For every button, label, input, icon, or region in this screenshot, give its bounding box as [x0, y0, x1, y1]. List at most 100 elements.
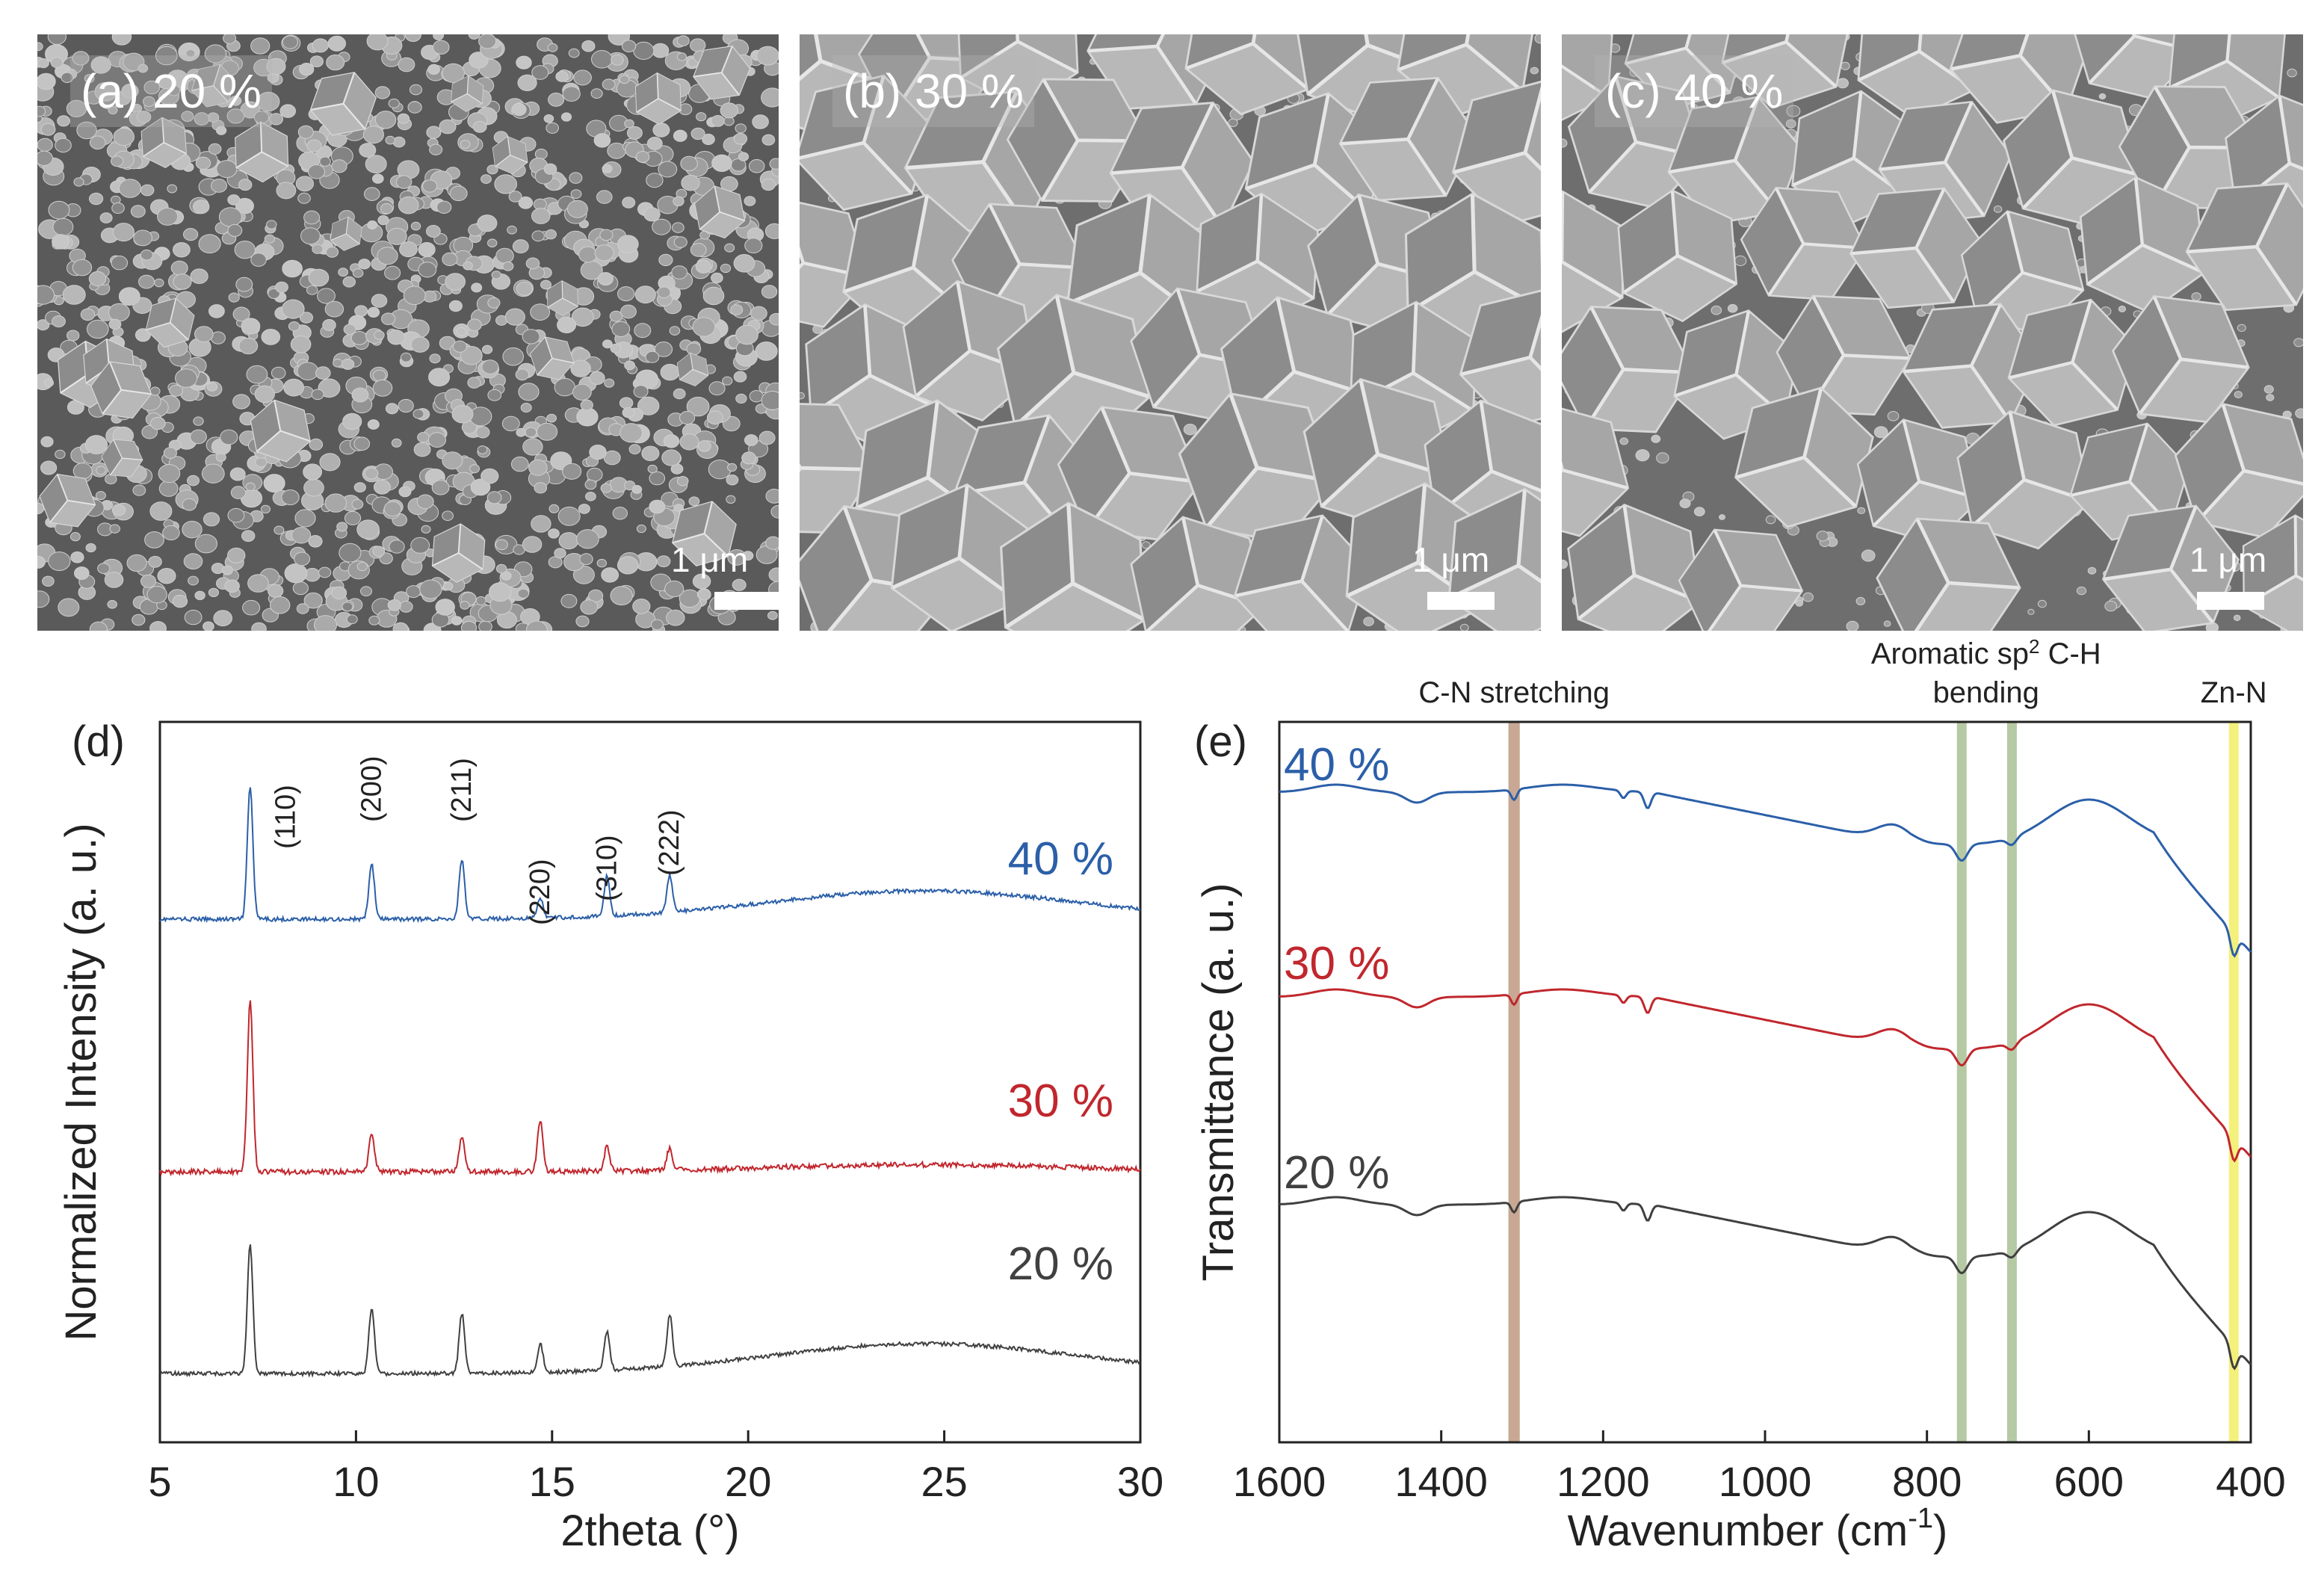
crystal	[1876, 517, 2021, 631]
ftir-x-tick-label: 600	[2054, 1458, 2124, 1505]
crystal	[101, 439, 143, 478]
crystal	[902, 279, 1038, 421]
xrd-series-label: 30 %	[1008, 1075, 1113, 1127]
crystal	[90, 361, 152, 419]
crystal	[1734, 386, 1874, 528]
ftir-annotation: Zn-N	[2201, 676, 2267, 709]
ftir-panel-label: (e)	[1194, 717, 1247, 766]
ftir-x-tick-label: 800	[1892, 1458, 1962, 1505]
crystal	[1956, 410, 2092, 550]
xrd-peak-label: (200)	[356, 756, 387, 822]
ftir-series-line	[1279, 1196, 2252, 1371]
ftir-x-tick-label: 1600	[1233, 1458, 1326, 1505]
xrd-peak-label: (211)	[446, 758, 478, 822]
sem-label-a: (a) 20 %	[70, 55, 272, 127]
crystal	[1447, 487, 1541, 631]
crystal	[1130, 516, 1266, 631]
crystal	[2112, 295, 2250, 424]
sem-label-b: (b) 30 %	[832, 55, 1034, 127]
ftir-series-line	[1279, 988, 2252, 1163]
crystal	[39, 473, 96, 528]
xrd-peak-label: (220)	[525, 859, 556, 925]
crystal	[694, 185, 746, 239]
scale-bar-b	[1427, 592, 1495, 610]
ftir-x-tick-label: 400	[2216, 1458, 2285, 1505]
xrd-x-tick-label: 5	[148, 1458, 171, 1505]
crystal	[1617, 189, 1738, 323]
sem-micrograph-a	[37, 34, 779, 631]
sem-label-c: (c) 40 %	[1595, 55, 1794, 127]
xrd-series-line	[159, 787, 1141, 924]
ftir-x-tick-label: 1200	[1557, 1458, 1650, 1505]
xrd-x-tick-label: 20	[725, 1458, 771, 1505]
ftir-series-label: 40 %	[1284, 739, 1389, 791]
ftir-annotation-end: C-H	[2039, 637, 2101, 670]
crystal	[1567, 503, 1702, 631]
ftir-band	[1956, 722, 1967, 1442]
xrd-series-label: 20 %	[1008, 1238, 1113, 1290]
ftir-band	[1508, 722, 1520, 1442]
crystal	[1057, 406, 1202, 541]
crystal	[1678, 528, 1804, 631]
crystal	[1849, 187, 1983, 309]
crystal	[451, 75, 484, 112]
crystal	[145, 297, 195, 348]
crystal	[634, 72, 682, 125]
crystal	[693, 45, 751, 100]
crystal	[676, 352, 709, 386]
ftir-x-axis-end: )	[1933, 1507, 1947, 1555]
xrd-peak-label: (222)	[654, 809, 685, 876]
ftir-x-tick-label: 1000	[1719, 1458, 1812, 1505]
crystal	[1000, 501, 1146, 631]
sem-micrograph-b	[800, 34, 1541, 631]
ftir-axes-frame	[1278, 720, 2252, 1444]
ftir-series-label: 30 %	[1284, 938, 1389, 989]
crystal	[1302, 377, 1453, 531]
xrd-x-tick-label: 30	[1117, 1458, 1163, 1505]
crystal	[672, 501, 737, 566]
crystal	[431, 523, 486, 583]
crystal	[191, 64, 236, 108]
sem-image-20: (a) 20 % 1 μm	[37, 34, 779, 631]
scale-text-c: 1 μm	[2189, 540, 2267, 579]
xrd-series-label: 40 %	[1008, 833, 1113, 885]
crystal	[250, 399, 311, 463]
sem-micrograph-c	[1562, 34, 2303, 631]
crystal	[1451, 80, 1541, 226]
xrd-panel-label: (d)	[72, 717, 125, 766]
crystal	[1233, 514, 1370, 631]
crystal	[529, 336, 575, 380]
crystal	[800, 403, 876, 534]
xrd-x-tick-label: 15	[529, 1458, 575, 1505]
ftir-annotation-sup: 2	[2029, 635, 2039, 658]
ftir-series-line	[1279, 783, 2252, 958]
crystal	[140, 117, 187, 168]
crystal	[235, 121, 289, 183]
ftir-annotation: bending	[1933, 676, 2039, 709]
crystal	[492, 135, 528, 175]
crystal	[2185, 182, 2303, 312]
scale-text-a: 1 μm	[671, 540, 749, 579]
xrd-x-tick-label: 10	[333, 1458, 379, 1505]
crystal	[1721, 34, 1849, 109]
ftir-x-tick-label: 1400	[1394, 1458, 1488, 1505]
ftir-annotation: C-N stretching	[1418, 676, 1610, 709]
xrd-peak-label: (310)	[591, 835, 622, 901]
ftir-annotation: Aromatic sp2 C-H	[1871, 635, 2101, 670]
crystal	[1338, 77, 1477, 202]
sem-image-30: (b) 30 % 1 μm	[800, 34, 1541, 631]
crystal	[2174, 402, 2303, 539]
xrd-x-axis-label: 2theta (°)	[560, 1507, 739, 1555]
xrd-x-tick-label: 25	[921, 1458, 967, 1505]
ftir-x-axis-label: Wavenumber (cm-1)	[1568, 1503, 1948, 1555]
sem-image-40: (c) 40 % 1 μm	[1562, 34, 2303, 631]
scale-text-b: 1 μm	[1412, 540, 1490, 579]
crystal	[1459, 289, 1541, 428]
crystal	[1196, 192, 1319, 330]
scale-bar-a	[714, 592, 779, 610]
crystal	[2007, 298, 2137, 427]
ftir-y-axis-label: Transmittance (a. u.)	[1194, 883, 1243, 1282]
xrd-axes-frame	[158, 720, 1142, 1444]
xrd-series-line	[159, 1000, 1141, 1177]
